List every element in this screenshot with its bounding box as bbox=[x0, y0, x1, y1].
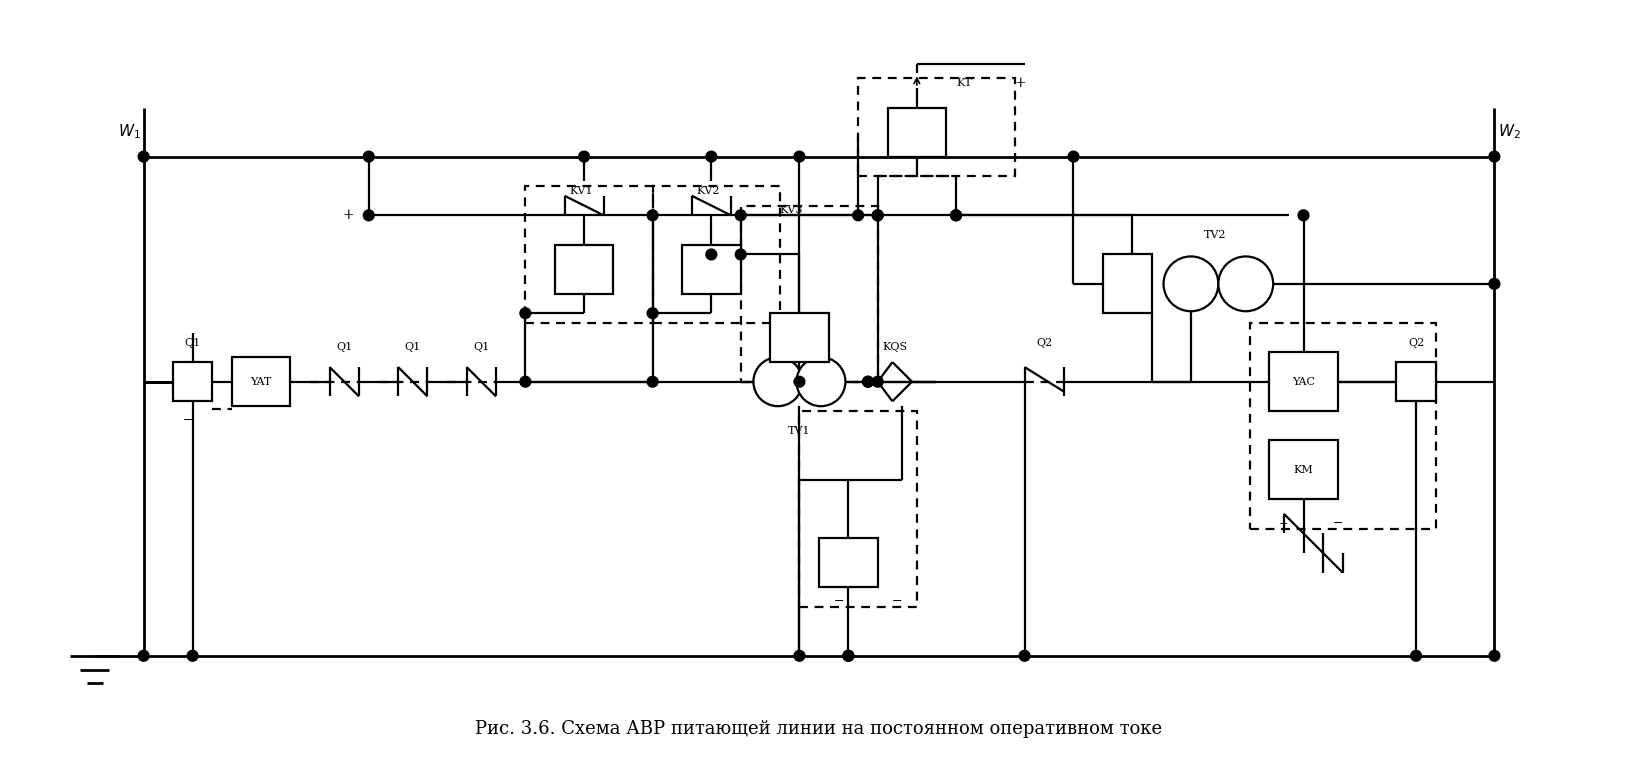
Bar bbox=[681, 244, 740, 294]
Circle shape bbox=[853, 210, 863, 221]
Bar bbox=[652, 186, 780, 323]
Circle shape bbox=[844, 651, 853, 661]
Bar bbox=[858, 78, 1016, 176]
Circle shape bbox=[647, 210, 658, 221]
Circle shape bbox=[873, 210, 883, 221]
Circle shape bbox=[1219, 256, 1273, 311]
Circle shape bbox=[1068, 151, 1079, 162]
Bar bbox=[888, 107, 947, 157]
Text: KM: KM bbox=[1294, 465, 1314, 474]
Text: −: − bbox=[182, 414, 193, 428]
Text: KT: KT bbox=[957, 78, 971, 88]
Text: TV1: TV1 bbox=[788, 426, 811, 435]
Text: KV1: KV1 bbox=[570, 186, 593, 196]
Text: $W_1$: $W_1$ bbox=[118, 123, 141, 142]
Bar bbox=[1102, 254, 1152, 313]
Circle shape bbox=[735, 249, 745, 260]
Text: −: − bbox=[1333, 517, 1343, 530]
Bar bbox=[1269, 352, 1338, 411]
Circle shape bbox=[863, 377, 873, 387]
Bar bbox=[555, 244, 614, 294]
Text: YAT: YAT bbox=[251, 377, 272, 387]
Bar bbox=[526, 186, 652, 323]
Circle shape bbox=[794, 151, 804, 162]
Circle shape bbox=[138, 151, 149, 162]
Text: −: − bbox=[893, 595, 903, 608]
Circle shape bbox=[950, 210, 962, 221]
Circle shape bbox=[1489, 279, 1500, 289]
Circle shape bbox=[753, 357, 803, 406]
Circle shape bbox=[863, 377, 873, 387]
Text: +: + bbox=[1016, 76, 1027, 90]
Circle shape bbox=[794, 377, 804, 387]
Circle shape bbox=[796, 357, 845, 406]
Circle shape bbox=[794, 651, 804, 661]
Circle shape bbox=[1019, 651, 1030, 661]
Circle shape bbox=[873, 210, 883, 221]
Circle shape bbox=[519, 308, 531, 319]
Circle shape bbox=[950, 210, 962, 221]
Circle shape bbox=[1299, 210, 1309, 221]
Bar bbox=[174, 362, 213, 402]
Circle shape bbox=[1489, 151, 1500, 162]
Circle shape bbox=[873, 377, 883, 387]
Text: TV2: TV2 bbox=[1204, 230, 1227, 240]
Text: KV2: KV2 bbox=[696, 186, 721, 196]
Text: +: + bbox=[342, 208, 354, 222]
Text: YAC: YAC bbox=[1292, 377, 1315, 387]
Circle shape bbox=[519, 377, 531, 387]
Circle shape bbox=[1489, 651, 1500, 661]
Bar bbox=[740, 205, 878, 381]
Text: Q1: Q1 bbox=[473, 342, 490, 352]
Circle shape bbox=[647, 377, 658, 387]
Text: $W_2$: $W_2$ bbox=[1497, 123, 1520, 142]
Text: −: − bbox=[834, 595, 844, 608]
Bar bbox=[231, 357, 290, 406]
Circle shape bbox=[1410, 651, 1422, 661]
Circle shape bbox=[647, 308, 658, 319]
Circle shape bbox=[578, 151, 590, 162]
Bar bbox=[1250, 323, 1435, 529]
Text: +: + bbox=[1279, 518, 1289, 529]
Text: Q1: Q1 bbox=[185, 337, 201, 348]
Bar bbox=[819, 539, 878, 587]
Bar bbox=[1269, 441, 1338, 500]
Text: Q2: Q2 bbox=[1409, 337, 1423, 348]
Circle shape bbox=[138, 651, 149, 661]
Circle shape bbox=[187, 651, 198, 661]
Bar bbox=[1397, 362, 1435, 402]
Text: Q2: Q2 bbox=[1035, 337, 1052, 348]
Bar bbox=[770, 313, 829, 362]
Circle shape bbox=[364, 210, 373, 221]
Text: Q1: Q1 bbox=[405, 342, 421, 352]
Bar bbox=[799, 411, 917, 607]
Text: KQS: KQS bbox=[883, 342, 907, 352]
Circle shape bbox=[364, 151, 373, 162]
Circle shape bbox=[735, 210, 745, 221]
Text: Рис. 3.6. Схема АВР питающей линии на постоянном оперативном токе: Рис. 3.6. Схема АВР питающей линии на по… bbox=[475, 720, 1163, 738]
Circle shape bbox=[706, 151, 717, 162]
Circle shape bbox=[706, 249, 717, 260]
Text: Q1: Q1 bbox=[336, 342, 352, 352]
Circle shape bbox=[844, 651, 853, 661]
Circle shape bbox=[1163, 256, 1219, 311]
Text: KV3: KV3 bbox=[780, 205, 803, 215]
